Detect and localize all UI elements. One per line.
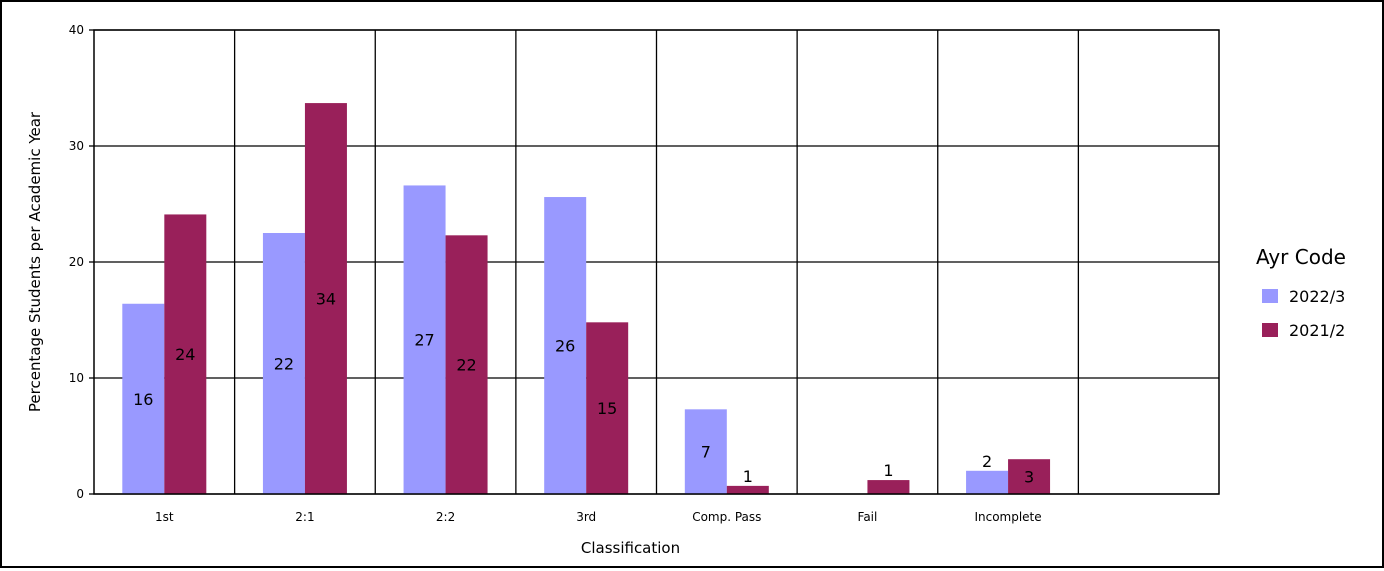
x-tick-label: 3rd [576,510,596,524]
bar-2021-2-Fail [867,480,910,494]
data-label: 22 [274,355,294,374]
y-tick-label: 30 [69,139,84,153]
y-axis-title: Percentage Students per Academic Year [26,111,44,412]
bar-2021-2-2:2 [445,235,488,494]
x-tick-label: Fail [858,510,878,524]
data-label: 34 [316,290,336,309]
data-label: 1 [883,461,893,480]
legend: Ayr Code 2022/3 2021/2 [1256,245,1346,340]
x-tick-label: Comp. Pass [692,510,761,524]
x-tick-label: 2:1 [295,510,314,524]
legend-label: 2022/3 [1289,287,1345,306]
y-tick-label: 40 [69,23,84,37]
legend-title: Ayr Code [1256,245,1346,269]
data-label: 3 [1024,468,1034,487]
legend-swatch [1262,323,1278,337]
data-label: 26 [555,337,575,356]
axes: 0 10 20 30 40 1st 2:1 2:2 3rd Comp. Pass Fail Incom… [69,23,1220,524]
bar-2022-3-Comp. Pass [684,409,727,494]
data-labels: 16 22 27 26 7 2 24 34 22 15 1 1 3 [133,290,1034,487]
x-tick-label: Incomplete [974,510,1041,524]
data-label: 22 [456,356,476,375]
data-label: 15 [597,399,617,418]
bar-2021-2-Incomplete [1008,459,1051,494]
data-label: 2 [982,452,992,471]
legend-label: 2021/2 [1289,321,1345,340]
bar-2022-3-2:2 [403,185,446,494]
data-label: 16 [133,390,153,409]
data-label: 27 [414,331,434,350]
bars [122,103,1051,495]
data-label: 24 [175,345,195,364]
bar-2021-2-3rd [586,322,629,494]
bar-2022-3-3rd [544,197,587,495]
legend-items: 2022/3 2021/2 [1262,287,1345,340]
plot-border [93,29,1220,495]
bar-2021-2-Comp. Pass [726,485,769,494]
legend-swatch [1262,289,1278,303]
y-tick-label: 10 [69,371,84,385]
data-label: 1 [743,467,753,486]
y-tick-label: 0 [76,487,84,501]
y-tick-label: 20 [69,255,84,269]
data-label: 7 [701,443,711,462]
x-axis-title: Classification [581,539,680,557]
bar-2022-3-Incomplete [966,470,1009,494]
grid-lines [94,29,1219,495]
x-tick-label: 1st [155,510,174,524]
bar-2022-3-1st [122,303,165,494]
bar-2021-2-2:1 [304,103,347,494]
x-tick-label: 2:2 [436,510,455,524]
bar-2021-2-1st [164,214,207,494]
bar-2022-3-2:1 [262,233,305,494]
